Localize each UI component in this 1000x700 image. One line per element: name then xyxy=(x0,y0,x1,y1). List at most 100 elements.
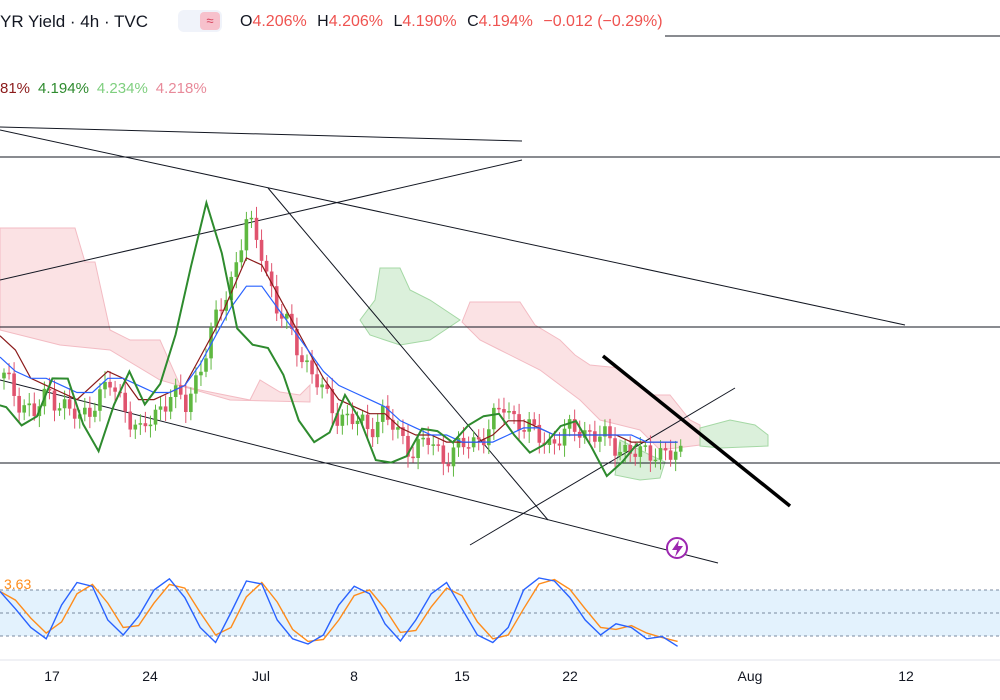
candle-body xyxy=(386,405,390,420)
candle-body xyxy=(572,419,577,432)
legend-value-1: 81% xyxy=(0,80,31,97)
candle-body xyxy=(497,407,501,410)
candle-body xyxy=(158,406,163,410)
candle-body xyxy=(340,414,345,426)
candle-body xyxy=(178,385,183,395)
candle-body xyxy=(269,271,274,287)
candle-body xyxy=(562,428,567,446)
wave-approx-icon[interactable]: ≈ xyxy=(200,12,220,30)
candle-body xyxy=(88,407,92,417)
candle-body xyxy=(613,438,617,456)
candle-body xyxy=(310,360,314,375)
candle-body xyxy=(199,371,203,376)
candle-body xyxy=(658,448,663,460)
candle-body xyxy=(507,410,511,413)
close-value: 4.194% xyxy=(478,13,533,30)
stoch-d-line xyxy=(0,578,678,643)
candle-body xyxy=(98,389,102,411)
trend-line-5 xyxy=(0,126,523,142)
candle-body xyxy=(229,276,234,300)
candle-body xyxy=(274,286,279,314)
indicator-lines-layer xyxy=(0,199,678,478)
candle-body xyxy=(249,217,254,220)
high-label: H xyxy=(317,13,329,30)
lightning-icon xyxy=(672,540,683,557)
low-label: L xyxy=(393,13,403,30)
chikou-line xyxy=(0,199,639,478)
candle-body xyxy=(345,413,350,416)
x-tick-label: 8 xyxy=(350,668,358,684)
candle-body xyxy=(325,384,329,389)
candle-body xyxy=(103,381,107,390)
x-tick-label: Jul xyxy=(252,668,270,684)
candle-body xyxy=(436,444,441,446)
misc-layer xyxy=(666,537,688,559)
legend-value-4: 4.218% xyxy=(155,80,207,97)
open-label: O xyxy=(240,13,253,30)
candle-body xyxy=(62,399,67,409)
candle-body xyxy=(184,394,188,413)
cloud-bear-1 xyxy=(0,227,311,403)
candle-body xyxy=(517,414,521,431)
candle-body xyxy=(396,427,400,430)
candle-body xyxy=(416,439,420,458)
candle-body xyxy=(108,381,112,388)
candle-body xyxy=(22,405,26,413)
candle-body xyxy=(618,451,622,456)
tenkan-line xyxy=(0,285,678,443)
candle-body xyxy=(633,453,638,457)
symbol-title[interactable]: YR Yield · 4h · TVC xyxy=(0,12,149,31)
candle-body xyxy=(330,388,335,414)
candle-body xyxy=(406,435,410,457)
trend-line-3 xyxy=(267,187,549,521)
candle-body xyxy=(219,309,223,312)
candle-body xyxy=(431,444,436,446)
open-value: 4.206% xyxy=(252,13,307,30)
candle-body xyxy=(335,413,340,426)
candle-body xyxy=(588,430,592,432)
candle-body xyxy=(653,459,658,462)
candle-body xyxy=(557,443,562,446)
candle-body xyxy=(17,395,21,413)
candle-body xyxy=(522,430,526,432)
candle-body xyxy=(279,313,284,319)
x-tick-label: 17 xyxy=(44,668,60,684)
x-tick-label: 22 xyxy=(562,668,578,684)
candle-body xyxy=(512,410,516,415)
x-tick-label: 24 xyxy=(142,668,158,684)
candle-body xyxy=(421,437,425,440)
candle-body xyxy=(194,375,198,394)
candle-body xyxy=(93,410,97,417)
candle-body xyxy=(391,419,395,430)
candle-body xyxy=(285,313,289,319)
candle-body xyxy=(608,426,612,439)
candle-body xyxy=(375,421,380,438)
candle-body xyxy=(537,424,542,443)
indicator-badge[interactable]: ≈ xyxy=(178,10,222,32)
candle-body xyxy=(593,431,597,442)
x-tick-label: 12 xyxy=(898,668,914,684)
candle-body xyxy=(320,384,324,388)
candle-body xyxy=(27,403,32,406)
candle-body xyxy=(492,407,496,430)
candle-body xyxy=(173,385,178,398)
x-tick-label: 15 xyxy=(454,668,470,684)
candle-body xyxy=(239,250,244,263)
ichimoku-legend: 81% 4.194% 4.234% 4.218% xyxy=(0,80,215,97)
low-value: 4.190% xyxy=(402,13,457,30)
legend-value-2: 4.194% xyxy=(38,80,89,97)
candle-body xyxy=(663,448,668,451)
cloud-bull-3 xyxy=(699,419,769,449)
candle-body xyxy=(72,408,77,419)
candle-body xyxy=(189,393,193,413)
x-axis: 17 24 Jul 8 15 22 Aug 12 xyxy=(44,668,914,684)
high-value: 4.206% xyxy=(328,13,383,30)
candle-body xyxy=(47,388,52,391)
candle-body xyxy=(466,447,471,449)
stoch-k-line xyxy=(0,577,678,647)
candle-body xyxy=(648,445,653,461)
candle-body xyxy=(401,427,405,436)
candle-body xyxy=(552,439,557,444)
candle-body xyxy=(67,399,72,409)
